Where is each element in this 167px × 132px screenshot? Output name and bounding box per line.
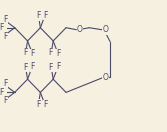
Text: F: F bbox=[3, 79, 7, 88]
Text: F: F bbox=[36, 100, 40, 109]
Text: F: F bbox=[43, 11, 47, 20]
Text: F: F bbox=[49, 63, 53, 72]
Text: F: F bbox=[49, 48, 53, 57]
Text: F: F bbox=[43, 100, 47, 109]
Text: F: F bbox=[23, 63, 27, 72]
Text: F: F bbox=[30, 49, 35, 58]
Text: F: F bbox=[3, 96, 7, 105]
Text: F: F bbox=[3, 32, 7, 41]
Text: O: O bbox=[77, 25, 83, 34]
Text: O: O bbox=[102, 25, 108, 34]
Text: F: F bbox=[36, 11, 40, 20]
Text: F: F bbox=[30, 62, 35, 71]
Text: F: F bbox=[0, 88, 3, 97]
Text: F: F bbox=[56, 49, 60, 58]
Text: O: O bbox=[102, 73, 108, 82]
Text: F: F bbox=[0, 23, 3, 32]
Text: F: F bbox=[3, 15, 7, 24]
Text: F: F bbox=[56, 62, 60, 71]
Text: F: F bbox=[23, 48, 27, 57]
